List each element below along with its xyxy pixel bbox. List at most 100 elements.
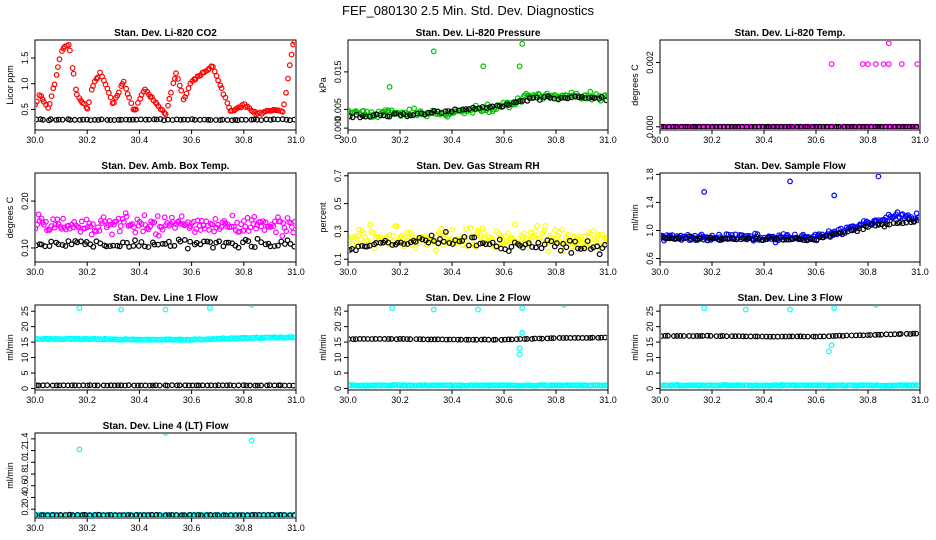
data-point xyxy=(191,229,198,236)
data-point xyxy=(816,234,823,241)
data-point xyxy=(446,240,453,246)
x-tick-label: 30.8 xyxy=(235,395,253,405)
data-point xyxy=(811,236,817,243)
data-point xyxy=(578,93,585,100)
data-point xyxy=(228,335,235,341)
data-point xyxy=(604,93,607,100)
data-point xyxy=(421,382,428,389)
data-point xyxy=(368,228,375,235)
data-point xyxy=(123,116,129,123)
data-point xyxy=(505,248,512,255)
data-point xyxy=(603,235,607,241)
data-point xyxy=(431,336,438,343)
y-tick-label: 25 xyxy=(333,306,343,316)
data-point xyxy=(152,231,159,238)
data-point xyxy=(470,382,476,389)
data-point xyxy=(157,336,164,343)
y-tick-label: 20 xyxy=(333,322,343,332)
data-point xyxy=(146,116,153,123)
outlier-point xyxy=(828,61,835,67)
plot-frame xyxy=(34,172,297,263)
data-point xyxy=(98,116,105,123)
y-tick-label: 1.0 xyxy=(20,456,30,469)
data-point xyxy=(504,238,510,245)
data-point xyxy=(467,224,474,231)
data-point xyxy=(114,242,121,249)
data-point xyxy=(906,382,913,389)
data-point xyxy=(292,334,295,341)
outlier-point xyxy=(831,306,838,311)
data-point xyxy=(153,512,160,517)
data-point xyxy=(853,332,859,339)
data-point xyxy=(47,116,54,123)
data-point xyxy=(283,89,289,96)
data-point xyxy=(860,123,866,129)
data-point xyxy=(251,213,258,220)
data-point xyxy=(152,382,159,389)
data-point xyxy=(743,333,749,340)
data-point xyxy=(835,123,842,129)
data-point xyxy=(530,94,537,101)
data-point xyxy=(753,235,759,242)
data-point xyxy=(291,41,295,45)
data-point xyxy=(600,241,606,248)
data-point xyxy=(856,332,863,339)
plot-frame xyxy=(34,39,297,131)
data-point xyxy=(418,110,425,117)
x-tick-label: 30.2 xyxy=(78,523,96,533)
data-point xyxy=(692,123,699,129)
data-point xyxy=(517,98,523,104)
data-point xyxy=(131,382,138,389)
data-point xyxy=(76,116,83,123)
data-point xyxy=(258,223,265,230)
data-point xyxy=(165,102,171,109)
data-point xyxy=(463,336,470,343)
data-point xyxy=(864,332,871,339)
x-tick-label: 30.0 xyxy=(26,395,44,405)
data-point xyxy=(281,335,287,341)
data-point xyxy=(372,382,379,389)
data-point xyxy=(176,82,183,89)
data-point xyxy=(545,248,552,255)
data-point xyxy=(53,71,60,78)
data-point xyxy=(740,333,746,340)
data-point xyxy=(68,382,75,389)
data-point xyxy=(520,230,527,237)
data-point xyxy=(661,123,665,129)
data-point xyxy=(770,123,777,129)
data-point xyxy=(377,112,384,119)
x-tick-label: 30.6 xyxy=(183,523,201,533)
data-point xyxy=(482,382,489,389)
data-point xyxy=(481,230,487,236)
data-point xyxy=(187,223,194,230)
data-point xyxy=(185,382,192,389)
plot-frame xyxy=(347,39,609,131)
x-tick-label: 30.4 xyxy=(755,135,773,145)
data-point xyxy=(204,382,211,389)
data-point xyxy=(108,336,115,343)
x-tick-label: 30.2 xyxy=(391,395,409,405)
data-point xyxy=(707,333,714,339)
data-point xyxy=(568,249,575,256)
y-axis-label: ml/min xyxy=(318,334,328,361)
data-point xyxy=(223,239,230,246)
data-point xyxy=(460,106,466,113)
outlier-point xyxy=(898,61,905,67)
data-point xyxy=(152,336,159,343)
x-tick-label: 30.2 xyxy=(78,267,96,277)
data-point xyxy=(212,382,219,389)
y-tick-label: 10 xyxy=(333,353,343,363)
data-point xyxy=(513,336,520,343)
data-point xyxy=(261,227,268,234)
data-point xyxy=(205,66,211,73)
data-point xyxy=(369,229,376,236)
data-point xyxy=(385,336,392,342)
data-point xyxy=(682,123,689,129)
data-point xyxy=(494,102,501,109)
data-point xyxy=(216,238,223,245)
x-tick-label: 30.6 xyxy=(807,267,825,277)
data-point xyxy=(713,333,720,340)
data-point xyxy=(718,235,725,242)
y-tick-label: 0.005 xyxy=(333,98,343,121)
data-point xyxy=(496,103,503,109)
